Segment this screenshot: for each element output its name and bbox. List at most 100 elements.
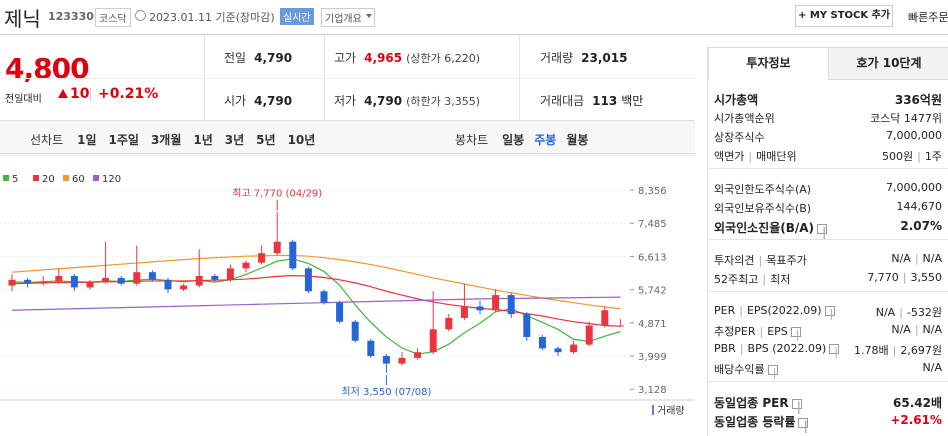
- candle-body: [367, 340, 375, 356]
- label: 목표주가: [754, 254, 806, 267]
- candle-body: [476, 306, 484, 311]
- info-row: 시가총액순위 코스닥 1477위: [714, 110, 942, 128]
- y-tick-label: 7,485: [638, 219, 667, 230]
- help-icon[interactable]: [829, 344, 840, 354]
- value: 4,790: [364, 94, 403, 108]
- help-icon[interactable]: [824, 306, 835, 316]
- label: 거래량: [540, 51, 574, 65]
- label: 최저: [758, 273, 790, 286]
- candle-body: [398, 357, 406, 364]
- candle-body: [195, 276, 203, 286]
- value: -532원: [895, 306, 942, 319]
- info-label: 외국인소진율(B/A): [714, 219, 828, 236]
- candle-body: [570, 344, 578, 353]
- info-value: 7,000,000: [886, 181, 942, 194]
- label: 동일업종 PER: [714, 396, 789, 410]
- label: PBR: [714, 342, 736, 355]
- candle-body: [351, 321, 359, 341]
- candle-body: [117, 277, 125, 284]
- y-tick-label: 8,356: [638, 186, 667, 197]
- help-icon[interactable]: [790, 327, 801, 337]
- candle-body: [24, 279, 32, 284]
- candle-body: [414, 352, 422, 358]
- candle-body: [211, 276, 219, 280]
- value: 3,550: [899, 271, 942, 284]
- candle-body: [242, 262, 250, 269]
- tab[interactable]: 1년: [193, 133, 213, 147]
- info-value: 336억원: [895, 91, 942, 108]
- unit: 백만: [621, 94, 644, 108]
- tab[interactable]: 3년: [224, 133, 245, 147]
- candle-body: [320, 291, 328, 303]
- stock-code: 123330: [48, 10, 94, 23]
- candle-body: [39, 281, 47, 284]
- divider: [324, 35, 325, 120]
- info-value: N/A-532원: [876, 304, 942, 320]
- help-icon[interactable]: [817, 223, 828, 234]
- info-row: 액면가매매단위 500원1주: [714, 148, 942, 166]
- value: N/A: [891, 323, 911, 336]
- info-value: 144,670: [897, 200, 943, 213]
- tab[interactable]: 5년: [256, 133, 276, 147]
- label: 매매단위: [744, 150, 796, 163]
- candle-body: [382, 356, 390, 364]
- dropdown-arrow: [366, 14, 372, 21]
- tab[interactable]: 3개월: [150, 133, 182, 147]
- candle-body: [226, 268, 234, 280]
- info-label: 상장주식수: [714, 129, 765, 145]
- label: 시가총액순위: [714, 112, 775, 125]
- info-row: 외국인한도주식수(A) 7,000,000: [714, 181, 942, 199]
- help-icon[interactable]: [791, 398, 802, 409]
- info-value: 1.78배2,697원: [854, 342, 942, 358]
- tab[interactable]: 호가 10단계: [828, 47, 948, 80]
- tab[interactable]: 10년: [287, 133, 316, 147]
- info-label: PBRBPS (2022.09): [714, 342, 840, 355]
- tab[interactable]: 일봉: [502, 133, 525, 147]
- quick-order[interactable]: 빠른주문: [908, 11, 948, 24]
- clock-icon: [135, 10, 146, 21]
- value: N/A: [891, 252, 911, 265]
- help-icon[interactable]: [798, 417, 809, 428]
- tab[interactable]: 1일: [77, 133, 97, 147]
- label: BPS (2022.09): [736, 342, 826, 355]
- company-info-button[interactable]: 기업개요: [321, 8, 375, 27]
- invest-panel: [707, 46, 948, 436]
- tab[interactable]: 투자정보: [708, 47, 829, 80]
- info-value: 7,7703,550: [867, 271, 942, 284]
- tab[interactable]: 주봉: [534, 133, 557, 147]
- value: 4,790: [254, 51, 293, 65]
- line-chart-tabs: 선차트 1일 1주일 3개월 1년 3년 5년 10년: [30, 129, 327, 148]
- y-tick-label: 3,999: [638, 352, 667, 363]
- my-stock-button[interactable]: + MY STOCK 추가: [795, 5, 893, 27]
- info-row: 외국인소진율(B/A) 2.07%: [714, 219, 942, 237]
- label: EPS: [755, 325, 787, 338]
- value: 4,790: [254, 94, 293, 108]
- note: (상한가 6,220): [406, 52, 480, 65]
- divider: [0, 78, 695, 79]
- change: 10: [70, 86, 90, 102]
- realtime-badge[interactable]: 실시간: [280, 8, 314, 25]
- value: 113: [592, 94, 618, 108]
- info-label: 동일업종 등락률: [714, 413, 809, 430]
- tab[interactable]: 1주일: [108, 133, 139, 147]
- change-rate: +0.21%: [98, 86, 159, 102]
- label: 52주최고: [714, 273, 759, 286]
- info-value: 코스닥 1477위: [870, 110, 942, 126]
- volume-label: 거래량: [657, 405, 685, 417]
- candle-body: [538, 336, 546, 349]
- tab[interactable]: 월봉: [566, 133, 589, 147]
- chart: 8,356 7,485 6,613 5,742 4,871 3,999 3,128 5 20 60…: [0, 155, 695, 417]
- summary-cell: 거래대금 113 백만: [540, 92, 643, 109]
- value: 코스닥 1477위: [870, 112, 942, 125]
- candle-body: [289, 241, 297, 269]
- candle-body: [102, 277, 110, 282]
- help-icon[interactable]: [767, 365, 778, 375]
- info-label: 52주최고최저: [714, 271, 790, 287]
- candle-body: [429, 329, 437, 353]
- value: 336억원: [894, 93, 942, 107]
- candle-body: [523, 314, 531, 337]
- label: 전일: [224, 51, 247, 65]
- divider: [708, 381, 948, 382]
- candle-body: [554, 348, 562, 353]
- value: 1.78배: [854, 344, 889, 357]
